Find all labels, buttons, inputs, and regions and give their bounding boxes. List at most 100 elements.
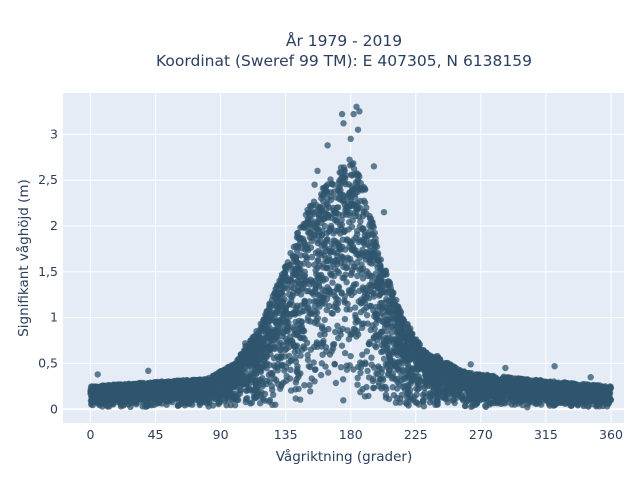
data-point	[367, 219, 374, 226]
data-point	[362, 359, 369, 366]
data-point	[311, 366, 319, 373]
data-point	[413, 391, 420, 398]
data-point	[359, 351, 366, 358]
data-point	[259, 319, 267, 326]
data-point	[464, 396, 472, 403]
data-point	[294, 347, 302, 355]
data-point	[338, 216, 345, 224]
data-point	[300, 307, 308, 315]
y-tick-label: 1,5	[38, 264, 58, 279]
data-point	[283, 345, 290, 353]
data-point	[249, 379, 256, 386]
data-point	[377, 290, 384, 297]
data-point	[484, 397, 491, 404]
data-point	[307, 215, 314, 223]
data-point	[447, 379, 455, 386]
data-point	[313, 225, 321, 232]
data-point	[372, 235, 379, 242]
data-point	[237, 351, 245, 358]
data-point	[250, 386, 257, 394]
data-point	[301, 344, 308, 352]
data-point	[327, 222, 335, 230]
data-point	[355, 213, 363, 220]
data-point	[118, 385, 125, 393]
data-point	[224, 387, 232, 395]
data-point	[388, 329, 396, 336]
data-point	[282, 308, 289, 316]
data-point	[321, 184, 328, 192]
data-point	[283, 263, 290, 270]
data-point	[413, 399, 420, 406]
data-point	[338, 221, 346, 228]
data-point	[288, 294, 295, 301]
data-point	[383, 385, 390, 393]
data-point	[401, 386, 409, 393]
data-point	[264, 352, 271, 360]
data-point	[394, 365, 402, 372]
data-point	[298, 318, 305, 325]
data-point	[337, 364, 345, 371]
data-point	[352, 311, 359, 319]
data-point	[335, 187, 342, 194]
data-point	[345, 336, 353, 343]
data-point	[435, 386, 442, 393]
y-tick-label: 3	[50, 126, 58, 141]
data-point	[405, 402, 412, 409]
data-point	[334, 239, 341, 246]
data-point	[585, 403, 592, 410]
data-point	[258, 346, 265, 354]
data-point	[363, 348, 371, 355]
data-point	[348, 183, 355, 190]
data-point	[352, 280, 360, 288]
x-tick-label: 0	[86, 427, 94, 442]
data-point	[361, 199, 369, 206]
data-point	[363, 312, 371, 319]
data-point	[318, 325, 326, 332]
data-point	[304, 356, 312, 364]
data-point	[329, 345, 337, 352]
data-point	[593, 402, 601, 409]
data-point	[305, 229, 312, 236]
data-point	[311, 261, 318, 268]
data-point	[338, 175, 345, 182]
data-point	[434, 372, 441, 380]
data-point	[153, 400, 160, 407]
data-point	[282, 353, 289, 360]
data-point	[321, 222, 329, 230]
data-point	[382, 391, 390, 398]
data-point	[347, 352, 354, 360]
data-point	[358, 296, 365, 303]
data-point	[255, 356, 263, 363]
data-point	[352, 202, 359, 209]
data-point	[470, 395, 477, 403]
data-point	[305, 261, 312, 268]
data-point	[327, 214, 335, 221]
data-point	[260, 339, 267, 346]
data-point	[410, 372, 417, 379]
data-point	[251, 352, 258, 360]
data-point	[407, 397, 414, 404]
data-point	[354, 374, 361, 381]
data-point	[455, 375, 462, 383]
data-point	[392, 321, 399, 328]
data-point	[345, 226, 352, 233]
data-point	[497, 400, 505, 407]
y-tick-label: 0,5	[38, 355, 58, 370]
data-point	[499, 378, 506, 385]
x-tick-label: 270	[469, 427, 493, 442]
data-point	[310, 198, 318, 205]
data-point	[330, 181, 337, 188]
data-point	[359, 275, 367, 282]
data-point	[357, 364, 365, 371]
data-point	[489, 374, 496, 381]
data-point	[357, 309, 365, 316]
data-point	[298, 327, 305, 335]
data-point	[404, 347, 411, 354]
data-point	[357, 369, 364, 376]
data-point	[301, 382, 308, 389]
data-point	[385, 370, 392, 377]
data-point	[372, 331, 380, 338]
data-point	[350, 366, 357, 373]
